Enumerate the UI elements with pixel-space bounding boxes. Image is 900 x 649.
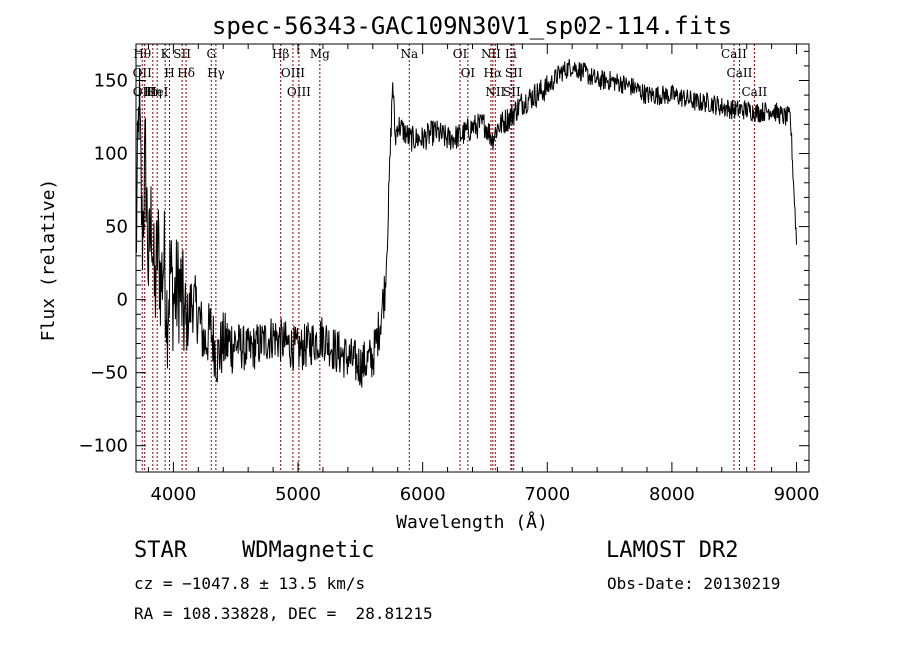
spectral-line-label: H (164, 66, 174, 80)
spectral-line-label: Hα (484, 66, 503, 80)
y-axis-ticks: −100 −50 0 50 100 150 (79, 50, 809, 461)
spectral-line-label: OII (133, 66, 153, 80)
x-tick-label: 5000 (275, 484, 321, 505)
spectral-line-label: K (161, 47, 171, 61)
x-tick-label: 4000 (150, 484, 196, 505)
spectral-line-label: OI (453, 47, 468, 61)
spectral-line-label: Mg (310, 47, 330, 61)
chart-title: spec-56343-GAC109N30V1_sp02-114.fits (212, 12, 732, 40)
y-tick-label: 100 (94, 144, 128, 165)
x-tick-label: 6000 (400, 484, 446, 505)
y-tick-label: −100 (79, 436, 128, 457)
y-tick-label: −50 (90, 363, 128, 384)
spectral-line-label: NII (481, 47, 501, 61)
spectral-line-label: Hη (144, 85, 162, 99)
x-axis-label: Wavelength (Å) (396, 511, 548, 533)
spectral-line-label: NII (485, 85, 505, 99)
y-tick-label: 0 (117, 290, 128, 311)
spectral-line-label: CaII (721, 47, 747, 61)
spectral-line-label: OIII (287, 85, 311, 99)
observation-date: Obs-Date: 20130219 (607, 574, 781, 593)
spectral-line-label: OI (461, 66, 476, 80)
line-markers (141, 44, 755, 472)
x-axis-ticks: 4000 5000 6000 7000 8000 9000 (147, 44, 820, 505)
spectral-line-label: Hβ (272, 47, 289, 61)
spectral-line-label: HeI (146, 85, 169, 99)
plot-frame (135, 43, 810, 473)
spectral-line-label: OIII (281, 66, 305, 80)
spectral-line-label: CaII (741, 85, 767, 99)
x-tick-label: 9000 (774, 484, 820, 505)
spectral-line-label: Hδ (177, 66, 195, 80)
y-tick-label: 50 (105, 217, 128, 238)
spectral-line-label: Hγ (207, 66, 225, 80)
spectral-line-label: SII (503, 85, 521, 99)
spectral-line-label: SII (173, 47, 191, 61)
spectral-line-label: Na (400, 47, 418, 61)
spectral-line-label: CaII (727, 66, 753, 80)
spectral-line-label: SII (505, 66, 523, 80)
x-tick-label: 8000 (649, 484, 695, 505)
spectral-line-label: Hθ (133, 47, 151, 61)
spectral-line-label: Li (505, 47, 517, 61)
redshift-cz: cz = −1047.8 ± 13.5 km/s (134, 574, 366, 593)
y-axis-label: Flux (relative) (38, 179, 59, 342)
y-tick-label: 150 (94, 71, 128, 92)
object-subclass: WDMagnetic (242, 538, 375, 563)
survey-label: LAMOST DR2 (606, 538, 739, 563)
spectral-line-label: G (206, 47, 216, 61)
object-class: STAR (134, 538, 187, 563)
spectrum-line (135, 59, 797, 388)
x-tick-label: 7000 (524, 484, 570, 505)
coordinates: RA = 108.33828, DEC = 28.81215 (134, 604, 433, 623)
